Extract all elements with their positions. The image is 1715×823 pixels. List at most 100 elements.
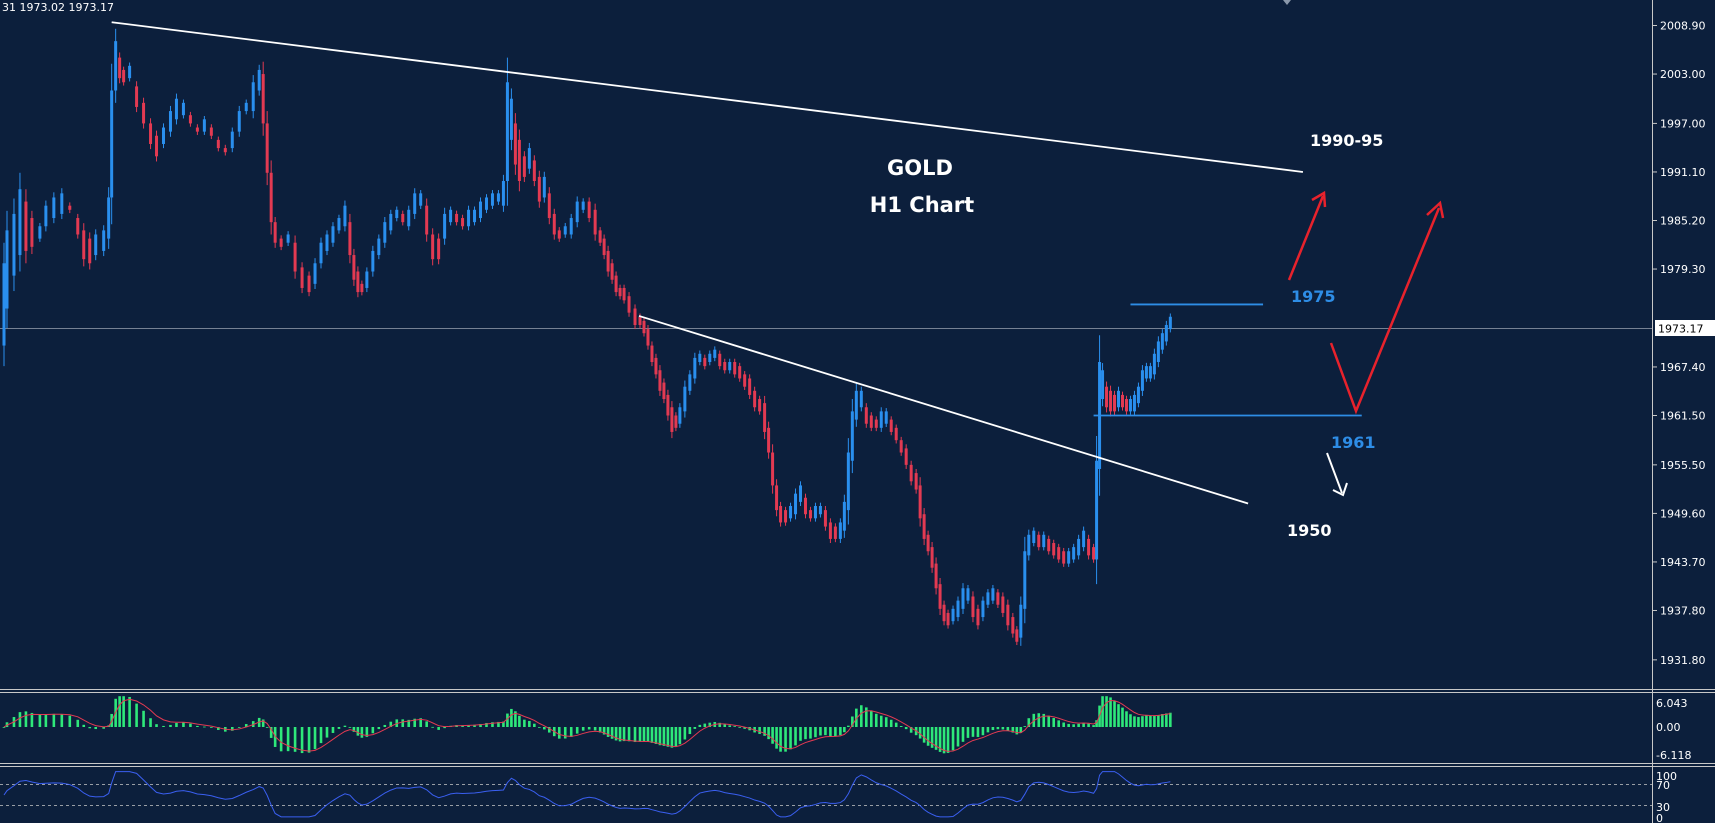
macd-bar xyxy=(860,705,863,727)
macd-bar xyxy=(122,696,125,727)
candle-body xyxy=(738,366,742,379)
macd-bar xyxy=(563,727,567,739)
macd-bar xyxy=(1105,696,1108,727)
macd-bar xyxy=(502,721,505,727)
macd-bar xyxy=(467,725,470,727)
macd-bar xyxy=(343,725,347,727)
macd-bar xyxy=(518,715,521,727)
candle-body xyxy=(587,201,591,219)
macd-bar xyxy=(189,723,192,727)
macd-bar xyxy=(169,724,172,727)
candle-body xyxy=(850,411,854,461)
macd-bar xyxy=(1117,704,1120,727)
macd-bar xyxy=(728,725,732,727)
macd-bar xyxy=(1015,727,1019,735)
macd-bar xyxy=(918,727,922,739)
candle-body xyxy=(437,238,441,260)
scroll-marker-icon[interactable] xyxy=(1283,0,1291,5)
macd-bar xyxy=(1101,696,1104,727)
candle-body xyxy=(1120,394,1124,408)
candle-body xyxy=(991,588,995,601)
macd-bar xyxy=(102,727,105,729)
macd-bar xyxy=(627,727,631,742)
macd-bar xyxy=(337,727,341,729)
candle-body xyxy=(443,213,447,239)
macd-bar xyxy=(419,718,422,727)
macd-bar xyxy=(758,727,761,734)
trendline-1[interactable] xyxy=(638,315,1249,505)
macd-bar xyxy=(991,727,995,731)
macd-bar xyxy=(839,727,842,736)
candle-body xyxy=(909,464,913,482)
candle-body xyxy=(348,222,352,256)
candle-body xyxy=(149,123,153,144)
candle-body xyxy=(419,193,423,206)
macd-bar xyxy=(538,727,541,728)
macd-bar xyxy=(884,717,888,727)
rsi-line xyxy=(3,771,1171,818)
candle-body xyxy=(389,213,393,231)
macd-bar xyxy=(461,725,464,727)
candle-body xyxy=(1023,551,1027,609)
macd-bar xyxy=(814,727,817,738)
candle-body xyxy=(261,74,265,124)
macd-bar xyxy=(182,722,185,727)
macd-bar xyxy=(996,727,1000,730)
red-arrows xyxy=(1287,190,1445,415)
candle-body xyxy=(748,378,752,395)
macd-bar xyxy=(1169,712,1172,727)
macd-bar xyxy=(44,714,48,727)
current-price-box xyxy=(1655,320,1715,336)
macd-signal-line xyxy=(3,698,1171,752)
annotation-1950: 1950 xyxy=(1287,521,1332,540)
macd-bar xyxy=(708,722,712,727)
candle-body xyxy=(1128,399,1132,412)
candle-body xyxy=(431,234,435,260)
candle-body xyxy=(638,316,642,325)
macd-bar xyxy=(1137,717,1140,727)
macd-bar xyxy=(230,727,234,731)
candle-body xyxy=(1113,394,1117,412)
macd-bar xyxy=(1125,711,1128,727)
macd-bar xyxy=(864,707,868,727)
macd-bar xyxy=(598,727,602,733)
macd-bar xyxy=(718,722,722,727)
annotation-1990-95: 1990-95 xyxy=(1310,131,1383,150)
macd-bar xyxy=(703,723,707,727)
macd-bar xyxy=(618,727,622,742)
candle-body xyxy=(627,296,631,313)
macd-bar xyxy=(930,727,934,748)
macd-bar xyxy=(951,727,955,751)
candle-body xyxy=(581,201,585,210)
trendline-0[interactable] xyxy=(111,21,1304,173)
macd-bar xyxy=(135,703,138,727)
candle-body xyxy=(60,193,64,214)
arrow-up-short-head xyxy=(1311,190,1327,208)
candle-body xyxy=(1168,316,1172,330)
candle-body xyxy=(563,226,567,235)
macd-bar xyxy=(1062,722,1065,727)
candle-body xyxy=(1156,341,1160,363)
macd-bar xyxy=(1037,713,1041,727)
macd-bar xyxy=(909,727,913,733)
macd-bar xyxy=(485,722,488,727)
candle-body xyxy=(838,522,842,539)
candle-body xyxy=(293,242,297,272)
macd-bar xyxy=(88,727,92,729)
macd-bar xyxy=(1141,716,1144,727)
macd-bar xyxy=(491,722,494,727)
macd-bar xyxy=(210,727,213,728)
white-arrow xyxy=(1326,452,1348,497)
candle-body xyxy=(273,222,277,243)
macd-tick-top: 6.043 xyxy=(1656,697,1688,710)
price-tick-label: 1997.00 xyxy=(1660,117,1706,130)
macd-bar xyxy=(666,727,670,747)
candle-body xyxy=(102,230,106,251)
candle-body xyxy=(593,209,597,235)
candle-body xyxy=(666,394,670,416)
macd-bar xyxy=(851,716,854,727)
candle-body xyxy=(1140,370,1144,391)
candle-body xyxy=(1124,399,1128,412)
macd-bar xyxy=(693,727,697,729)
candle-body xyxy=(552,213,556,235)
